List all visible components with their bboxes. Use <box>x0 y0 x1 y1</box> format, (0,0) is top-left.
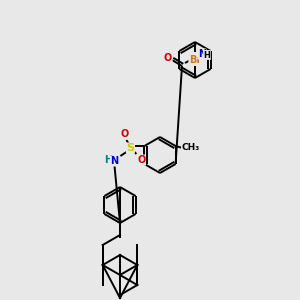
Text: O: O <box>164 53 172 63</box>
Text: Br: Br <box>189 55 201 65</box>
Text: N: N <box>198 49 206 59</box>
Text: N: N <box>110 156 118 166</box>
Text: H: H <box>204 50 210 59</box>
Text: O: O <box>120 129 128 139</box>
Text: S: S <box>126 143 134 153</box>
Text: CH₃: CH₃ <box>182 143 200 152</box>
Text: H: H <box>104 155 112 165</box>
Text: O: O <box>137 155 146 165</box>
